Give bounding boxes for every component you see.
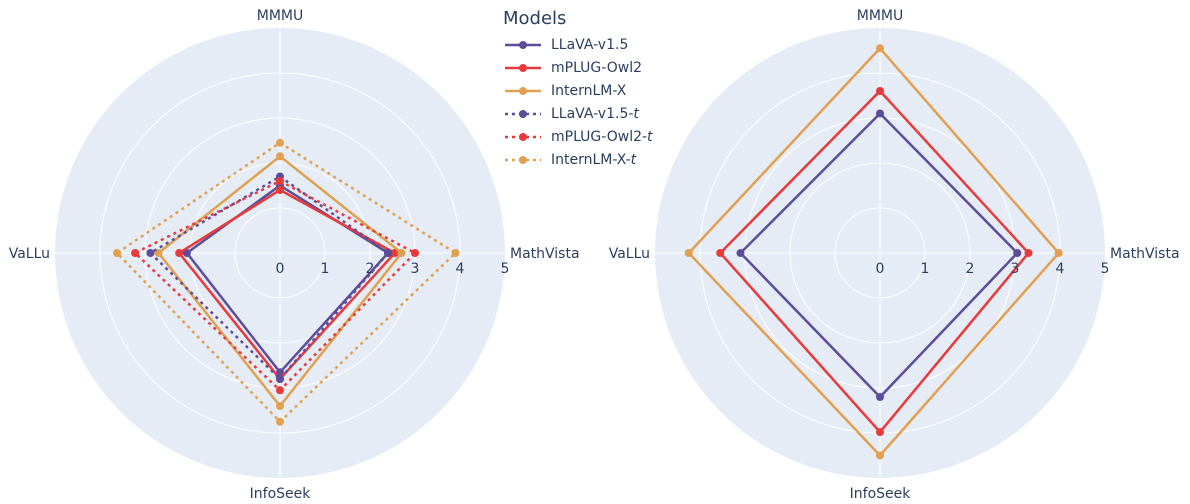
legend-item[interactable]: mPLUG-Owl2 (503, 56, 653, 79)
axis-label-mmmu: MMMU (857, 8, 903, 24)
axis-label-mmmu: MMMU (257, 8, 303, 24)
data-point (1013, 249, 1022, 257)
data-point (411, 249, 419, 257)
legend-swatch (505, 132, 541, 141)
data-point (146, 249, 155, 257)
radial-tick-label: 0 (276, 261, 285, 277)
radial-tick-label: 5 (501, 261, 510, 277)
legend-item[interactable]: InternLM-X (503, 79, 653, 102)
radial-tick-label: 5 (1101, 261, 1110, 277)
data-point (175, 249, 184, 257)
legend-title: Models (503, 8, 567, 29)
radial-tick-label: 0 (876, 261, 885, 277)
legend: Models LLaVA-v1.5 mPLUG-Owl2 InternLM-X LLa… (503, 8, 653, 171)
data-point (876, 44, 884, 53)
legend-item[interactable]: LLaVA-v1.5-t (503, 102, 653, 125)
legend-swatch (505, 86, 541, 95)
legend-label: mPLUG-Owl2 (551, 59, 642, 76)
data-point (276, 368, 284, 377)
data-point (451, 249, 460, 257)
legend-label: LLaVA-v1.5 (551, 36, 629, 53)
radial-tick-label: 4 (456, 261, 465, 277)
data-point (276, 152, 284, 161)
radar-chart-2: 0 1 2 3 4 5 MMMU MathVista InfoSeek VaLLu (609, 8, 1180, 502)
data-point (276, 177, 284, 185)
data-point (876, 87, 884, 95)
data-point (276, 138, 284, 147)
data-point (390, 249, 399, 257)
radial-tick-label: 1 (321, 261, 330, 277)
legend-item[interactable]: LLaVA-v1.5 (503, 33, 653, 56)
data-point (276, 186, 284, 194)
data-point (113, 249, 122, 257)
radial-tick-label: 2 (366, 261, 375, 277)
legend-swatch (505, 109, 541, 118)
data-point (154, 249, 163, 257)
data-point (384, 249, 392, 257)
axis-label-infoseek: InfoSeek (250, 486, 312, 502)
axis-label-mathvista: MathVista (510, 246, 580, 262)
radial-tick-label: 4 (1056, 261, 1065, 277)
data-point (131, 249, 140, 257)
data-point (276, 417, 284, 426)
axis-label-infoseek: InfoSeek (850, 486, 912, 502)
data-point (276, 375, 284, 383)
axis-label-vallu: VaLLu (9, 246, 50, 262)
legend-swatch (505, 63, 541, 72)
legend-label: LLaVA-v1.5-t (551, 105, 639, 122)
data-point (716, 249, 725, 257)
axis-label-vallu: VaLLu (609, 246, 650, 262)
legend-label: InternLM-X (551, 82, 627, 99)
data-point (684, 249, 693, 257)
legend-label: InternLM-X-t (551, 151, 637, 168)
radial-tick-label: 3 (1011, 261, 1020, 277)
data-point (876, 393, 884, 401)
legend-swatch (505, 155, 541, 164)
legend-swatch (505, 40, 541, 49)
data-point (736, 249, 745, 257)
radial-tick-label: 2 (966, 261, 975, 277)
data-point (397, 249, 406, 257)
data-point (876, 428, 884, 437)
legend-item[interactable]: InternLM-X-t (503, 148, 653, 171)
data-point (276, 402, 284, 410)
legend-label: mPLUG-Owl2-t (551, 128, 653, 145)
data-point (276, 386, 284, 395)
radial-tick-label: 3 (411, 261, 420, 277)
data-point (876, 109, 884, 118)
radar-chart-1: 0 1 2 3 4 5 MMMU MathVista InfoSeek VaLLu (9, 8, 580, 502)
axis-label-mathvista: MathVista (1110, 246, 1180, 262)
data-point (1024, 249, 1033, 257)
data-point (876, 451, 884, 460)
radial-tick-label: 1 (921, 261, 930, 277)
data-point (1054, 249, 1063, 257)
data-point (182, 249, 191, 257)
legend-item[interactable]: mPLUG-Owl2-t (503, 125, 653, 148)
